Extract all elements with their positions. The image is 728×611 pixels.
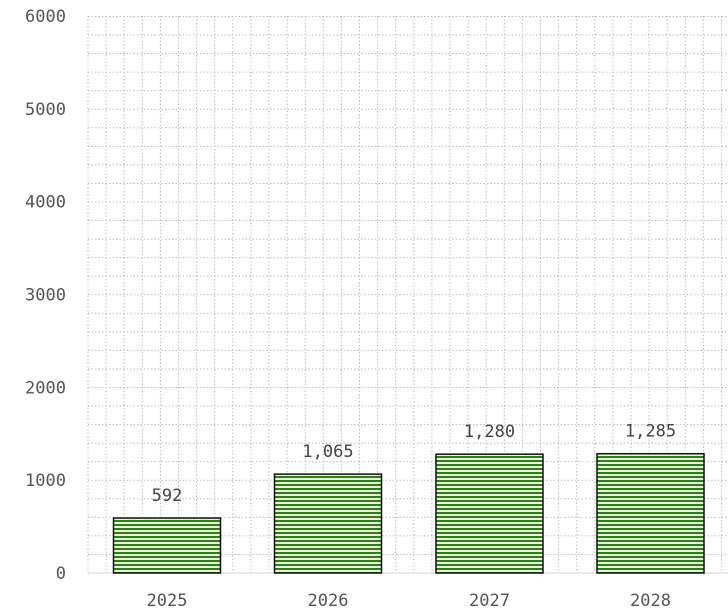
data-label: 592 [152,486,183,506]
x-tick-label: 2027 [469,591,510,611]
data-label: 1,065 [302,442,353,462]
bar [112,517,222,574]
x-tick-label: 2025 [147,591,188,611]
bar [596,452,705,574]
y-tick-label: 6000 [25,7,66,27]
y-tick-label: 3000 [25,286,66,306]
y-tick-label: 0 [56,564,66,584]
bar [435,453,544,574]
y-tick-label: 4000 [25,193,66,213]
y-axis: 0 1000 2000 3000 4000 5000 6000 [25,7,66,584]
data-label: 1,280 [464,422,515,442]
data-label: 1,285 [625,422,676,442]
y-tick-label: 2000 [25,378,66,398]
bars: 592 1,065 1,280 1,285 [112,422,705,574]
x-tick-label: 2026 [308,591,349,611]
x-tick-label: 2028 [630,591,671,611]
y-tick-label: 5000 [25,100,66,120]
x-axis: 2025 2026 2027 2028 [147,591,671,611]
y-tick-label: 1000 [25,471,66,491]
grid [87,16,728,574]
bar [273,473,383,574]
